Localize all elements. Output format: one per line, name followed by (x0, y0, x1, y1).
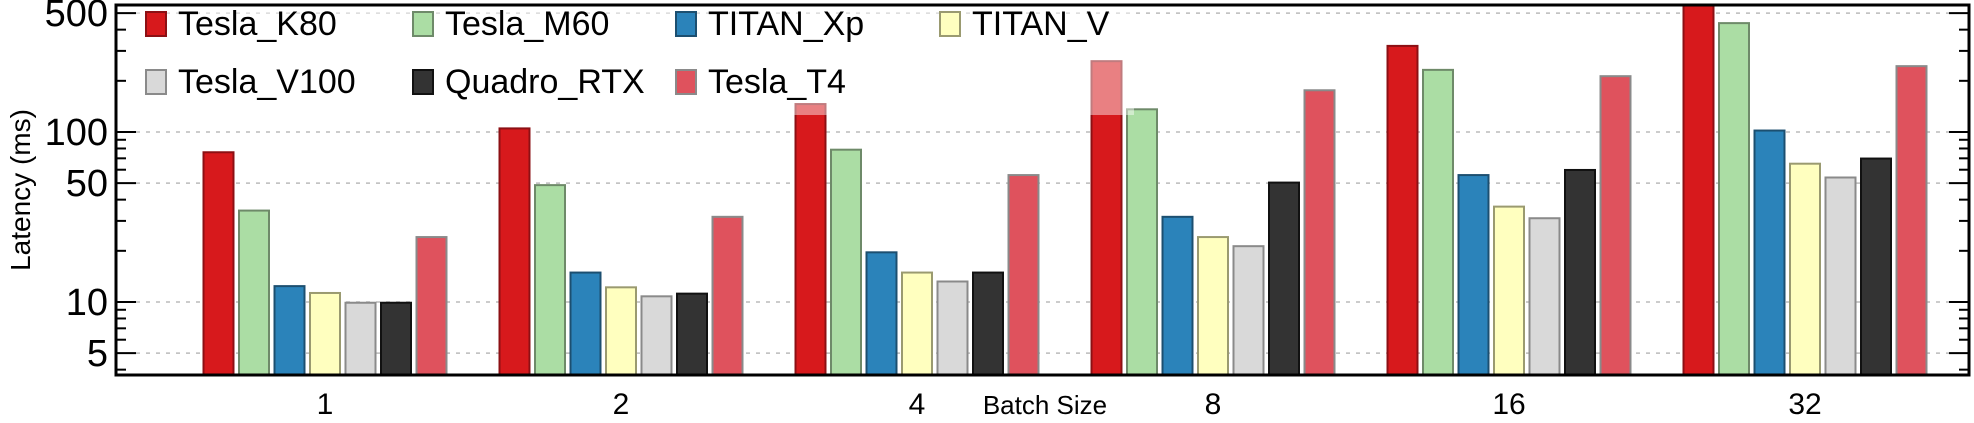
x-tick-label: 4 (909, 388, 926, 421)
bar-tesla_m60-batch-16 (1422, 68, 1454, 377)
bar-quadro_rtx-batch-16 (1564, 168, 1596, 376)
legend-swatch (412, 11, 434, 37)
bar-tesla_t4-batch-8 (1303, 89, 1336, 376)
y-tick-label: 10 (66, 282, 108, 324)
legend-label: Tesla_M60 (445, 5, 609, 43)
bar-tesla_m60-batch-1 (238, 209, 270, 376)
axes: 1 2 4 8 16 32 5 10 50 100 500 (45, 0, 1971, 421)
bar-tesla_v100-batch-1 (344, 301, 377, 376)
legend-swatch (412, 69, 434, 95)
bar-quadro_rtx-batch-2 (676, 292, 708, 376)
bar-tesla_k80-batch-2 (498, 127, 531, 376)
bar-tesla_m60-batch-4 (830, 148, 862, 376)
bar-tesla_t4-batch-1 (415, 236, 448, 376)
legend-item-titan_xp: TITAN_Xp (675, 5, 864, 43)
x-tick-label: 32 (1788, 388, 1821, 421)
bar-titan_xp-batch-8 (1161, 215, 1194, 376)
legend-swatch (939, 11, 961, 37)
bar-titan_xp-batch-32 (1753, 129, 1786, 376)
bar-tesla_k80-batch-8 (1090, 60, 1123, 376)
bar-quadro_rtx-batch-4 (972, 271, 1004, 376)
legend-item-tesla_k80: Tesla_K80 (145, 5, 337, 43)
bar-titan_v-batch-4 (901, 271, 933, 376)
legend-label: Tesla_K80 (178, 5, 337, 43)
legend-label: Tesla_V100 (178, 63, 356, 101)
bar-quadro_rtx-batch-8 (1268, 181, 1300, 376)
y-axis-label: Latency (ms) (5, 109, 36, 271)
bar-tesla_t4-batch-16 (1599, 75, 1632, 376)
bar-tesla_v100-batch-4 (936, 280, 969, 377)
legend-swatch (145, 69, 167, 95)
bar-tesla_k80-batch-16 (1386, 44, 1419, 377)
legend-background (130, 8, 1134, 115)
x-tick-label: 2 (613, 388, 630, 421)
legend-swatch (675, 11, 697, 37)
x-axis-label: Batch Size (983, 390, 1107, 420)
y-tick-label: 50 (66, 163, 108, 205)
legend-label: Tesla_T4 (708, 63, 846, 101)
bar-tesla_v100-batch-16 (1528, 217, 1561, 376)
bar-tesla_t4-batch-4 (1007, 174, 1040, 376)
bar-tesla_m60-batch-32 (1718, 22, 1750, 376)
bar-titan_v-batch-2 (605, 286, 637, 376)
legend-item-tesla_v100: Tesla_V100 (145, 63, 356, 101)
bar-titan_xp-batch-4 (865, 251, 898, 376)
bar-tesla_t4-batch-32 (1895, 65, 1928, 376)
bar-tesla_k80-batch-4 (794, 103, 827, 376)
legend-item-quadro_rtx: Quadro_RTX (412, 63, 645, 101)
bar-titan_xp-batch-16 (1457, 174, 1490, 376)
plot-frame (114, 3, 1971, 377)
bar-tesla_m60-batch-8 (1126, 108, 1158, 377)
x-tick-label: 8 (1205, 388, 1222, 421)
bar-titan_xp-batch-2 (569, 271, 602, 376)
bar-titan_v-batch-8 (1197, 236, 1229, 376)
legend-item-tesla_t4: Tesla_T4 (675, 63, 846, 101)
bar-titan_xp-batch-1 (273, 285, 306, 376)
bar-titan_v-batch-16 (1493, 205, 1525, 376)
x-tick-label: 16 (1492, 388, 1525, 421)
legend-label: Quadro_RTX (445, 63, 645, 101)
bars (202, 4, 1928, 377)
legend-swatch (675, 69, 697, 95)
bar-quadro_rtx-batch-32 (1860, 157, 1892, 376)
legend-item-tesla_m60: Tesla_M60 (412, 5, 609, 43)
bar-tesla_v100-batch-8 (1232, 245, 1265, 376)
bar-tesla_m60-batch-2 (534, 184, 566, 376)
legend-label: TITAN_V (972, 5, 1110, 43)
legend: Tesla_K80 Tesla_M60 TITAN_Xp TITAN_V Tesla_V… (130, 5, 1134, 115)
legend-label: TITAN_Xp (708, 5, 864, 43)
bar-tesla_k80-batch-1 (202, 151, 235, 376)
bar-tesla_v100-batch-2 (640, 295, 673, 376)
bar-quadro_rtx-batch-1 (380, 301, 412, 376)
legend-swatch (145, 11, 167, 37)
y-tick-label: 500 (45, 0, 108, 35)
x-tick-label: 1 (317, 388, 334, 421)
bar-titan_v-batch-1 (309, 291, 341, 376)
y-tick-label: 100 (45, 112, 108, 154)
legend-item-titan_v: TITAN_V (939, 5, 1110, 43)
bar-tesla_k80-batch-32 (1682, 4, 1715, 376)
y-tick-label: 5 (87, 333, 108, 375)
bar-tesla_v100-batch-32 (1824, 176, 1857, 376)
bar-tesla_t4-batch-2 (711, 215, 744, 376)
bar-titan_v-batch-32 (1789, 162, 1821, 376)
